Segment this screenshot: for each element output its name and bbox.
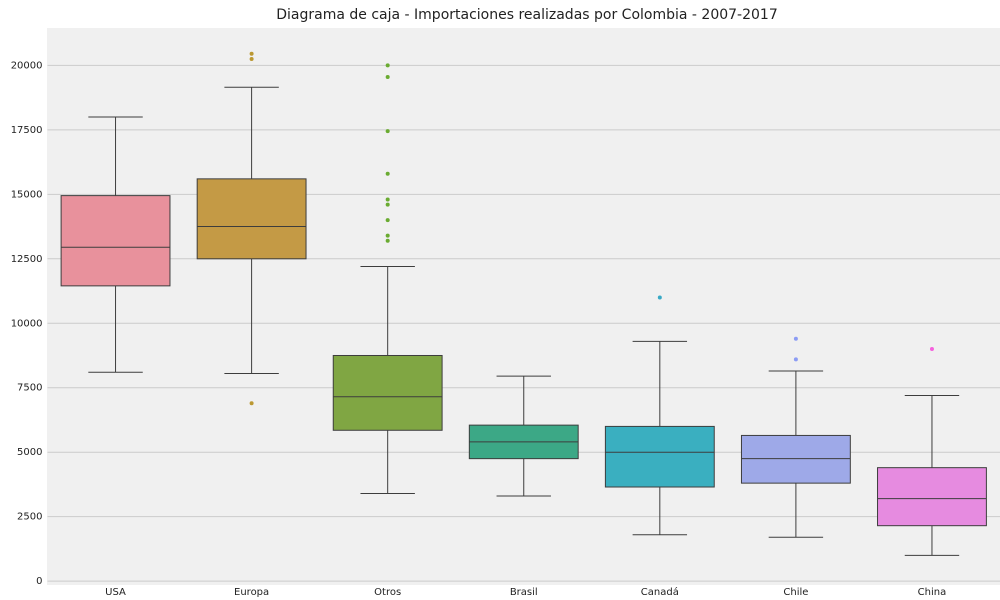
outlier <box>385 129 390 134</box>
outlier <box>929 347 934 352</box>
box <box>604 425 715 488</box>
outlier <box>385 233 390 238</box>
box <box>740 434 851 484</box>
outlier <box>793 336 798 341</box>
box <box>877 467 987 527</box>
y-tick-label: 2500 <box>17 512 42 523</box>
outlier <box>385 218 390 223</box>
outlier <box>385 197 390 202</box>
y-tick-label: 20000 <box>11 60 43 71</box>
y-tick-label: 10000 <box>11 318 43 329</box>
x-tick-label: Europa <box>234 587 269 598</box>
outlier <box>385 171 390 176</box>
x-tick-label: Canadá <box>641 586 679 598</box>
x-tick-label: Chile <box>783 587 808 598</box>
y-tick-label: 15000 <box>11 189 43 200</box>
outlier <box>385 74 390 79</box>
chart-title: Diagrama de caja - Importaciones realiza… <box>276 7 777 23</box>
y-tick-label: 5000 <box>17 447 42 458</box>
outlier <box>249 51 254 56</box>
y-tick-label: 0 <box>36 576 42 587</box>
y-tick-label: 7500 <box>17 383 42 394</box>
outlier <box>793 357 798 362</box>
plot-area <box>47 28 1000 585</box>
x-tick-label: Brasil <box>510 587 538 598</box>
box <box>60 195 171 287</box>
y-tick-label: 12500 <box>11 254 43 265</box>
outlier <box>657 295 662 300</box>
outlier <box>385 202 390 207</box>
box <box>332 354 443 431</box>
outlier <box>385 63 390 68</box>
outlier <box>385 238 390 243</box>
y-tick-label: 17500 <box>11 125 43 136</box>
x-tick-label: USA <box>105 587 126 598</box>
outlier <box>249 56 254 61</box>
outlier <box>249 401 254 406</box>
x-tick-label: Otros <box>374 587 401 598</box>
box <box>196 178 307 260</box>
x-tick-label: China <box>918 587 947 598</box>
